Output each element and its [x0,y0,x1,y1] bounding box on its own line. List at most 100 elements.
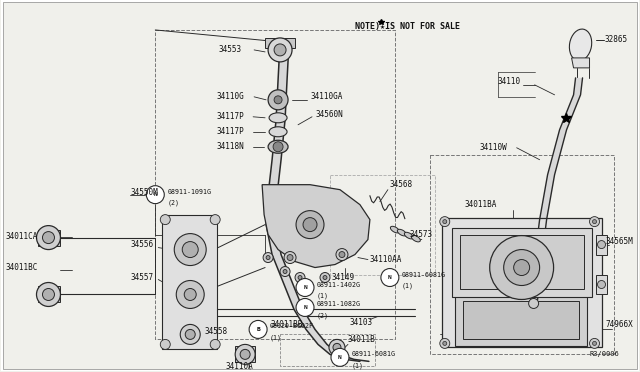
Bar [163,215,217,349]
Ellipse shape [412,235,420,242]
Text: 34556: 34556 [131,240,154,249]
Circle shape [298,276,302,279]
Bar [430,155,614,355]
Circle shape [598,241,605,248]
Text: R3/0006: R3/0006 [589,352,620,357]
Text: 74966X: 74966X [605,320,633,329]
Circle shape [589,339,600,349]
Circle shape [323,276,327,279]
Ellipse shape [269,113,287,123]
Text: 32865: 32865 [605,35,628,44]
Circle shape [249,320,267,339]
Bar [38,230,60,246]
Circle shape [274,44,286,56]
Text: (1): (1) [402,282,414,289]
Circle shape [273,142,283,152]
Ellipse shape [390,226,399,233]
Text: 08120-B602F: 08120-B602F [270,323,314,330]
Text: 34560N: 34560N [315,110,343,119]
Ellipse shape [269,127,287,137]
Circle shape [333,343,341,352]
Circle shape [381,269,399,286]
Text: 34110W: 34110W [480,143,508,152]
Bar [330,175,435,275]
Text: (2): (2) [167,199,179,206]
Circle shape [268,90,288,110]
Text: 34565M: 34565M [605,237,633,246]
Text: B: B [256,327,260,332]
Circle shape [182,241,198,257]
Text: 34558: 34558 [204,327,227,336]
Circle shape [284,251,296,263]
Circle shape [42,289,54,301]
Circle shape [589,217,600,227]
Text: N: N [388,275,392,280]
Circle shape [336,248,348,260]
Circle shape [160,339,170,349]
Bar [280,334,375,366]
Circle shape [263,253,273,263]
Text: 34011CA: 34011CA [6,232,38,241]
Circle shape [593,219,596,224]
Circle shape [147,186,164,203]
Text: 08911-6081G: 08911-6081G [402,272,446,278]
Ellipse shape [570,29,592,61]
Bar [235,346,255,362]
Circle shape [440,217,450,227]
Text: (2): (2) [317,312,329,319]
Bar [595,235,607,254]
Text: 34573: 34573 [410,230,433,239]
Circle shape [280,266,290,276]
Text: 34103: 34103 [350,318,373,327]
Bar [460,235,584,289]
Circle shape [240,349,250,359]
Text: 08911-1091G: 08911-1091G [167,189,211,195]
Text: 34110: 34110 [498,77,521,86]
Circle shape [490,235,554,299]
Bar [455,295,586,346]
Circle shape [36,225,60,250]
Circle shape [283,270,287,273]
Circle shape [504,250,540,285]
Ellipse shape [404,232,413,239]
Text: 34110GA: 34110GA [310,92,342,101]
Bar [452,228,591,298]
Bar [265,38,295,48]
Circle shape [303,218,317,232]
Text: 34011BB: 34011BB [270,320,303,329]
Circle shape [210,215,220,225]
Circle shape [331,349,349,366]
Text: 34011BC: 34011BC [6,263,38,272]
Text: 34117P: 34117P [216,127,244,136]
Circle shape [42,232,54,244]
Circle shape [160,215,170,225]
Text: N: N [303,285,307,290]
Circle shape [443,341,447,345]
Circle shape [593,341,596,345]
Text: (1): (1) [270,334,282,341]
Circle shape [531,262,536,267]
Circle shape [185,330,195,339]
Ellipse shape [397,229,406,236]
Circle shape [210,339,220,349]
Text: 34118N: 34118N [216,142,244,151]
Text: (1): (1) [352,362,364,369]
Text: 34550M: 34550M [131,188,158,197]
Circle shape [36,282,60,307]
Polygon shape [572,58,589,68]
Text: 34553: 34553 [218,45,241,54]
Circle shape [529,298,539,308]
Text: 34568: 34568 [390,180,413,189]
Text: (1): (1) [317,292,329,299]
Text: 34110A: 34110A [225,362,253,371]
Circle shape [296,211,324,238]
Ellipse shape [268,140,288,153]
Bar [156,30,395,339]
Bar [442,218,602,347]
Text: 34110AA: 34110AA [370,255,403,264]
Text: 34011BA: 34011BA [465,200,497,209]
Circle shape [296,298,314,317]
Circle shape [268,38,292,62]
Circle shape [329,339,345,355]
Text: 34557: 34557 [131,273,154,282]
